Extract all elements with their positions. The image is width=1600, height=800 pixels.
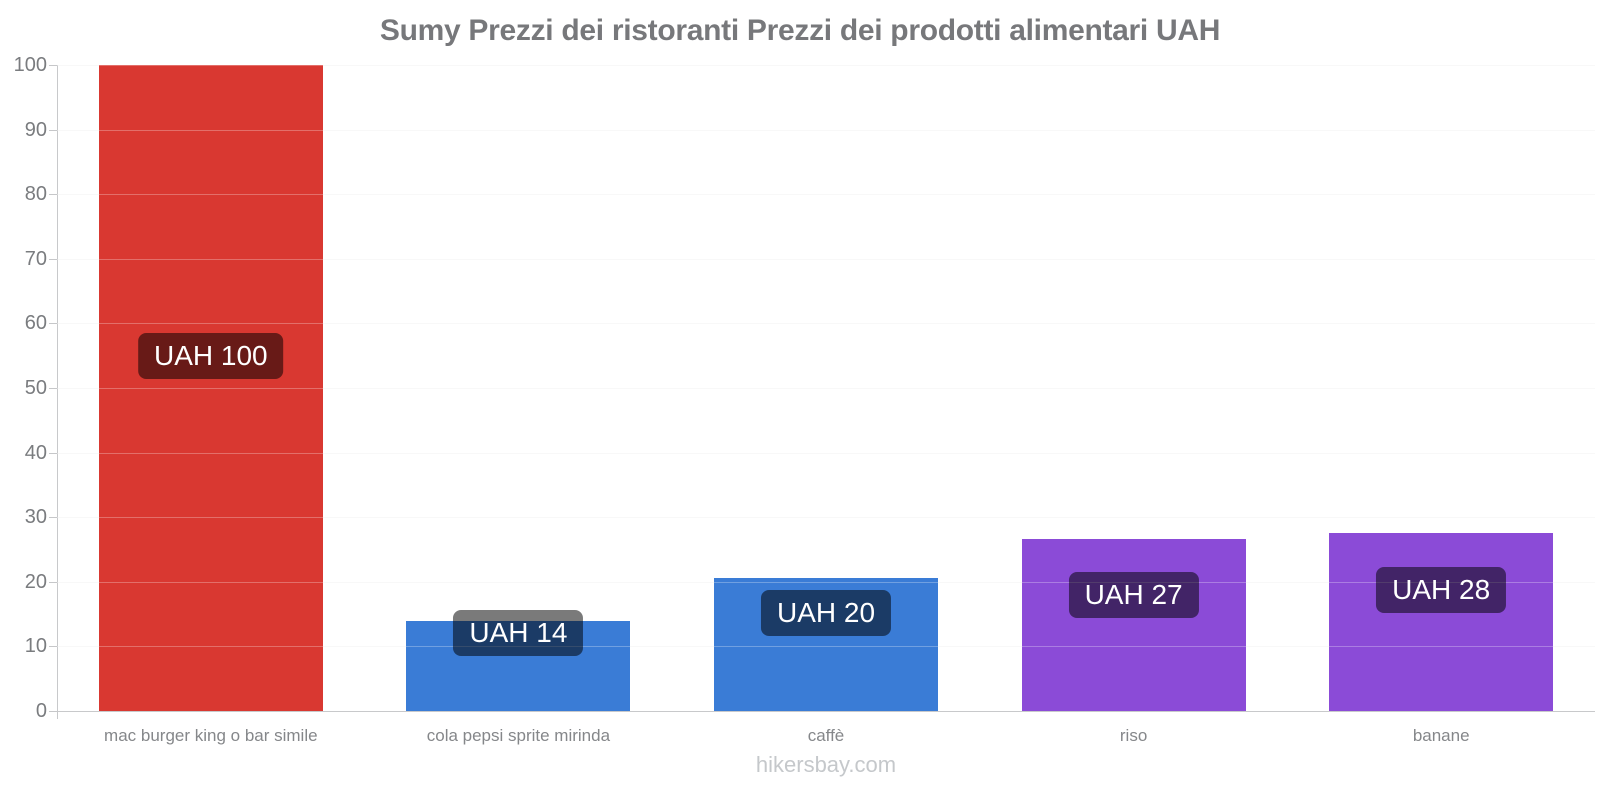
y-axis-tick-label: 10: [24, 635, 47, 658]
plot-area: UAH 100 UAH 14 UAH 20 UAH 27 UAH 28: [57, 65, 1595, 712]
x-axis-category-label: riso: [1119, 726, 1148, 745]
bar-banane: [1329, 532, 1554, 711]
y-axis-tick: [49, 129, 57, 131]
y-axis-tick-label: 20: [24, 570, 47, 593]
y-axis-tick-label: 100: [13, 54, 47, 76]
gridline: [57, 129, 1595, 131]
gridline-overlay: [57, 129, 1595, 131]
gridline: [57, 452, 1595, 454]
y-axis-tick: [49, 711, 57, 712]
gridline: [57, 258, 1595, 260]
x-axis-line: [57, 711, 1595, 712]
chart-title: Sumy Prezzi dei ristoranti Prezzi dei pr…: [379, 14, 1221, 47]
bar-value-label: UAH 14: [453, 610, 584, 657]
gridline-overlay: [57, 323, 1595, 325]
y-axis-tick-label: 70: [24, 247, 47, 270]
gridline-overlay: [57, 646, 1595, 648]
x-axis-category-label: caffè: [807, 726, 845, 745]
y-axis-tick: [49, 646, 57, 648]
x-axis-category-label: banane: [1412, 726, 1470, 745]
gridline-overlay: [57, 194, 1595, 196]
y-axis-tick-label: 80: [24, 183, 47, 206]
gridline: [57, 388, 1595, 389]
y-axis-tick: [49, 388, 57, 389]
y-axis-tick: [49, 65, 57, 66]
y-axis-line: [57, 65, 58, 719]
gridline-overlay: [57, 388, 1595, 389]
y-axis-tick: [49, 452, 57, 454]
y-axis-tick: [49, 194, 57, 196]
y-axis-tick: [49, 258, 57, 260]
gridline-overlay: [57, 452, 1595, 454]
x-axis-category-label: mac burger king o bar simile: [104, 726, 318, 745]
y-axis-tick: [49, 323, 57, 325]
y-axis-tick-label: 60: [24, 312, 47, 335]
gridline-overlay: [57, 517, 1595, 519]
y-axis-tick-label: 90: [24, 118, 47, 141]
gridline: [57, 517, 1595, 519]
bar-value-label: UAH 27: [1068, 571, 1199, 618]
gridline: [57, 65, 1595, 66]
gridline: [57, 323, 1595, 325]
watermark-text: hikersbay.com: [755, 752, 897, 777]
gridline-overlay: [57, 65, 1595, 66]
y-axis-tick-label: 30: [24, 506, 47, 529]
gridline: [57, 194, 1595, 196]
y-axis-tick: [49, 517, 57, 519]
bar-value-label: UAH 20: [760, 590, 892, 637]
y-axis-tick-label: 0: [35, 700, 47, 722]
bar-mac-burger-king-o-bar-simile: [98, 65, 323, 711]
y-axis-tick-label: 50: [24, 377, 47, 399]
bar-riso: [1021, 539, 1246, 711]
x-axis-category-label: cola pepsi sprite mirinda: [426, 726, 611, 745]
gridline-overlay: [57, 581, 1595, 583]
y-axis-tick-label: 40: [24, 441, 47, 464]
y-axis-tick: [49, 581, 57, 583]
bar-value-label: UAH 100: [137, 332, 284, 379]
gridline-overlay: [57, 258, 1595, 260]
bar-value-label: UAH 28: [1376, 567, 1507, 614]
